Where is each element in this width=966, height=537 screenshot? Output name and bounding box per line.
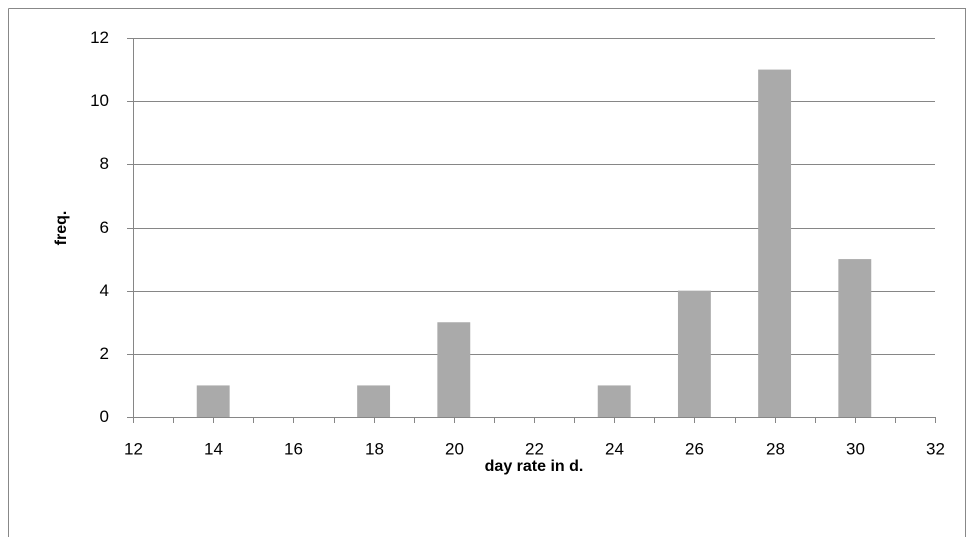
- y-tick-label: 6: [100, 218, 109, 237]
- x-tick-label: 26: [685, 439, 704, 458]
- bar: [677, 290, 711, 417]
- bar: [437, 322, 471, 417]
- y-axis-title: freq.: [53, 211, 70, 246]
- x-tick-label: 32: [926, 439, 945, 458]
- y-tick-label: 0: [100, 407, 109, 426]
- x-axis-title: day rate in d.: [485, 458, 584, 475]
- y-tick-label: 4: [100, 281, 109, 300]
- bar: [758, 69, 792, 417]
- bar: [838, 259, 872, 417]
- x-tick-label: 14: [204, 439, 223, 458]
- bar: [196, 385, 230, 417]
- x-tick-label: 24: [605, 439, 624, 458]
- x-tick-label: 18: [365, 439, 384, 458]
- bar: [357, 385, 391, 417]
- y-tick-label: 2: [100, 344, 109, 363]
- y-tick-label: 8: [100, 154, 109, 173]
- x-tick-label: 30: [846, 439, 865, 458]
- x-tick-label: 22: [525, 439, 544, 458]
- x-tick-label: 28: [766, 439, 785, 458]
- x-tick-label: 20: [445, 439, 464, 458]
- x-tick-label: 16: [284, 439, 303, 458]
- bar: [597, 385, 631, 417]
- y-tick-label: 12: [90, 28, 109, 47]
- y-tick-label: 10: [90, 91, 109, 110]
- x-tick-label: 12: [124, 439, 143, 458]
